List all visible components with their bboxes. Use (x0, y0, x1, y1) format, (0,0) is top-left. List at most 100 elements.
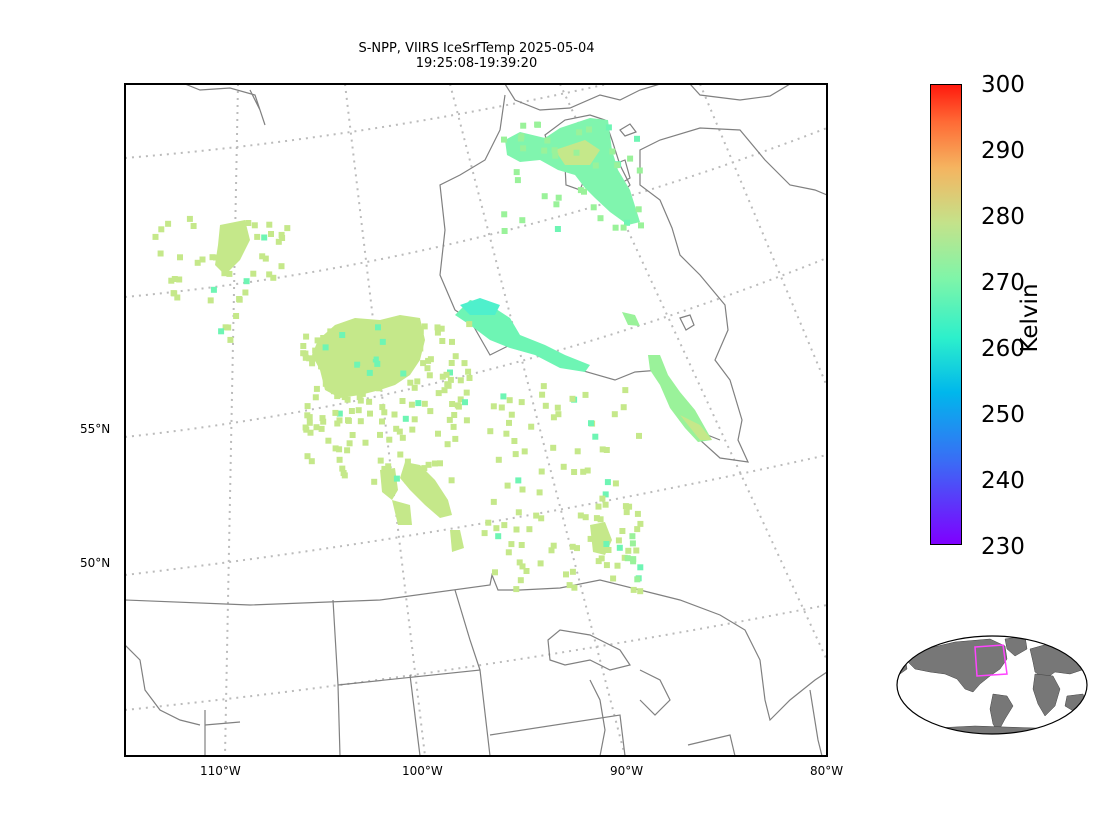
ice-data-pixel (539, 391, 546, 398)
ice-data-pixel (512, 451, 519, 458)
ice-data-pixel (548, 547, 555, 554)
ice-data-pixel (514, 177, 521, 184)
ice-data-pixel (622, 387, 629, 394)
ice-data-pixel (444, 441, 451, 448)
ice-data-pixel (630, 556, 637, 563)
ice-data-pixel (261, 234, 268, 241)
ice-data-pixel (603, 447, 610, 453)
ice-data-pixel (485, 519, 492, 526)
ice-data-pixel (465, 368, 472, 375)
ice-data-pixel (448, 360, 455, 366)
ice-data-pixel (466, 375, 473, 381)
ice-data-pixel (508, 541, 515, 548)
lat-label-50n: 50°N (80, 556, 111, 570)
title-line-2: 19:25:08-19:39:20 (415, 56, 538, 71)
ice-data-pixel (435, 430, 441, 437)
ice-data-pixel (447, 369, 453, 376)
ice-data-pixel (411, 384, 418, 391)
colorbar-tick-230: 230 (981, 534, 1025, 560)
ice-data-pixel (348, 408, 355, 414)
ice-data-pixel (302, 354, 309, 361)
ice-data-pixel (638, 222, 644, 229)
ice-data-pixel (342, 353, 349, 360)
ice-data-pixel (592, 162, 599, 169)
ice-data-pixel (407, 379, 414, 386)
ice-data-pixel (366, 398, 373, 405)
ice-data-pixel (528, 423, 535, 430)
ice-data-pixel (386, 436, 393, 443)
ice-data-pixel (391, 411, 398, 418)
ice-data-pixel (284, 225, 291, 232)
ice-data-pixel (506, 419, 512, 426)
ice-data-pixel (213, 254, 219, 261)
ice-data-pixel (587, 535, 594, 542)
ice-data-pixel (415, 400, 422, 407)
ice-data-pixel (325, 437, 332, 444)
state-border-2 (337, 669, 491, 756)
ice-data-pixel (396, 358, 403, 365)
ice-data-pixel (376, 385, 383, 392)
ice-data-pixel (550, 542, 557, 549)
arctic-coast (184, 84, 266, 126)
ice-data-pixel (434, 329, 441, 336)
ice-data-pixel (520, 122, 527, 129)
ice-data-pixel (443, 371, 450, 378)
ice-data-pixel (421, 400, 428, 407)
ice-data-pixel (605, 124, 612, 131)
ice-data-pixel (194, 259, 201, 266)
ice-data-pixel (518, 542, 525, 548)
ice-data-pixel (371, 478, 378, 485)
ice-data-pixel (595, 558, 602, 565)
ice-data-pixel (615, 537, 622, 544)
ice-data-pixel (427, 408, 434, 415)
map-frame (124, 83, 828, 757)
ice-data-pixel (409, 335, 416, 342)
ice-data-pixel (612, 480, 619, 487)
lon-label-90w: 90°W (610, 764, 644, 778)
ice-data-pixel (597, 516, 604, 523)
ice-data-pixel (454, 402, 461, 409)
ice-data-pixel (300, 343, 307, 349)
ice-data-pixel (439, 373, 446, 380)
ice-data-pixel (266, 221, 273, 228)
ice-data-pixel (581, 188, 587, 195)
ice-data-pixel (355, 407, 362, 414)
ice-data-pixel (534, 121, 541, 128)
ice-data-pixel (381, 357, 388, 364)
ice-data-pixel (431, 460, 438, 467)
map-title: S-NPP, VIIRS IceSrfTemp 2025-05-04 19:25… (125, 41, 828, 71)
ice-data-pixel (544, 137, 551, 144)
ice-data-pixel (350, 339, 357, 346)
ice-data-pixel (493, 525, 500, 532)
ice-data-pixel (519, 563, 526, 570)
ice-data-pixel (503, 430, 510, 437)
ice-data-pixel (341, 472, 348, 479)
ice-data-pixel (541, 193, 548, 200)
ice-data-pixel (495, 533, 502, 540)
ice-data-pixel (349, 432, 356, 438)
ice-data-pixel (396, 324, 403, 331)
ice-data-pixel (330, 388, 337, 395)
ice-data-pixel (614, 562, 621, 569)
ice-data-pixel (519, 217, 526, 224)
ice-data-pixel (536, 489, 543, 496)
ice-data-pixel (357, 418, 364, 425)
ice-data-pixel (637, 564, 644, 571)
ice-data-pixel (623, 509, 630, 516)
ice-data-pixel (635, 206, 642, 213)
ice-data-pixel (339, 332, 346, 338)
ice-data-pixel (611, 411, 618, 418)
ice-data-pixel (330, 377, 337, 384)
state-border-5 (489, 714, 626, 756)
ice-data-pixel (411, 342, 418, 349)
ice-data-pixel (356, 323, 363, 330)
ice-data-pixel (576, 129, 583, 136)
ice-data-pixel (379, 418, 385, 425)
ice-data-pixel (362, 370, 369, 376)
ice-data-pixel (350, 378, 357, 384)
lon-label-80w: 80°W (810, 764, 844, 778)
ice-data-pixel (490, 498, 497, 505)
colorbar-tick-280: 280 (981, 204, 1025, 230)
ice-data-pixel (367, 410, 373, 417)
arctic-coast-2 (504, 84, 661, 111)
